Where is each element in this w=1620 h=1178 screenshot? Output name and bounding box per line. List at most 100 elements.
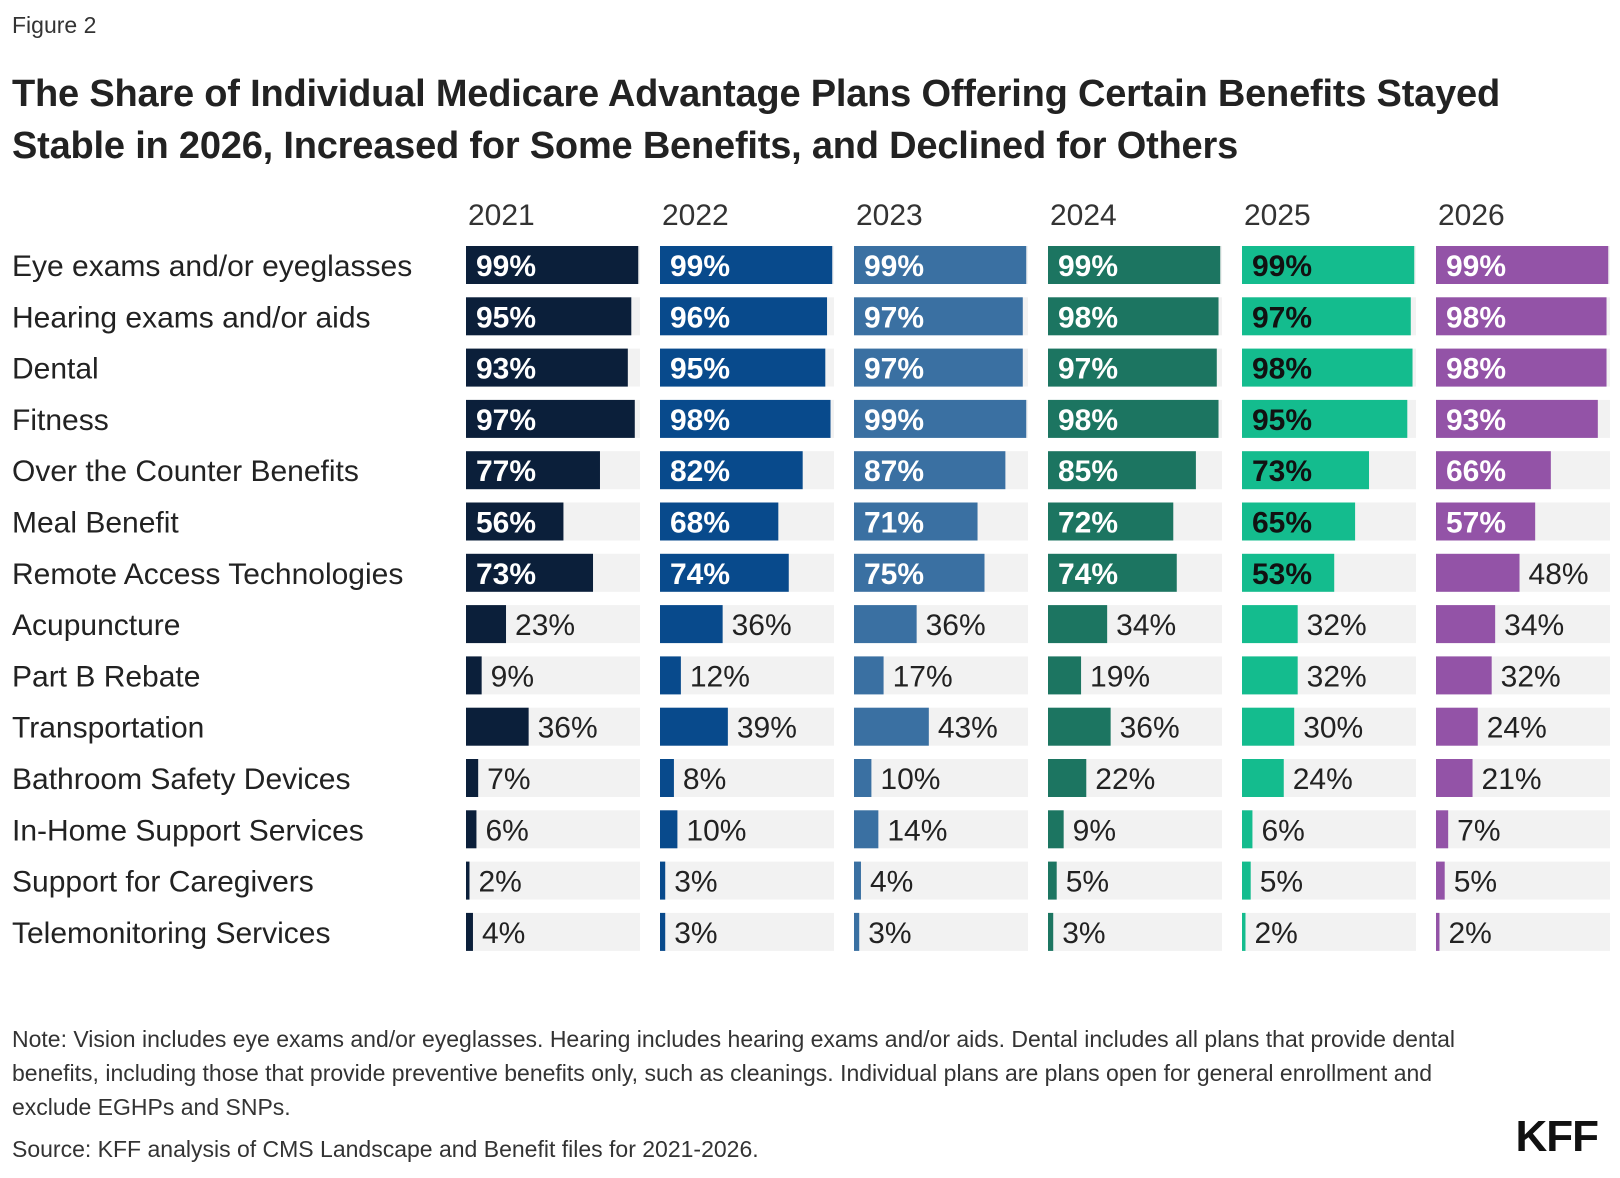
- bar-2026: [1436, 656, 1492, 695]
- data-label: 7%: [1457, 814, 1500, 847]
- bar-2026: [1436, 297, 1607, 336]
- bar-2024: [1048, 297, 1219, 336]
- year-header-2024: 2024: [1050, 199, 1117, 232]
- row-label: Meal Benefit: [12, 507, 179, 540]
- data-label: 74%: [670, 558, 730, 591]
- bar-2025: [1242, 451, 1370, 490]
- data-label: 99%: [1252, 250, 1312, 283]
- data-label: 32%: [1501, 660, 1561, 693]
- data-label: 2%: [1448, 917, 1491, 950]
- data-label: 75%: [864, 558, 924, 591]
- chart-title: The Share of Individual Medicare Advanta…: [12, 73, 1500, 167]
- bar-2024: [1048, 759, 1087, 797]
- data-label: 65%: [1252, 507, 1312, 540]
- bar-2026: [1436, 810, 1449, 849]
- bar-2026: [1436, 348, 1607, 387]
- data-label: 53%: [1252, 558, 1312, 591]
- bar-2025: [1242, 707, 1295, 746]
- data-label: 93%: [1446, 404, 1506, 437]
- bar-2026: [1436, 912, 1440, 951]
- data-label: 73%: [1252, 455, 1312, 488]
- figure-label: Figure 2: [12, 12, 97, 38]
- data-label: 17%: [893, 660, 953, 693]
- bar-2021: [466, 759, 479, 797]
- data-label: 48%: [1529, 558, 1589, 591]
- bar-2026: [1436, 605, 1496, 644]
- chart-note: Note: Vision includes eye exams and/or e…: [12, 1026, 1456, 1120]
- year-header-2025: 2025: [1244, 199, 1311, 232]
- data-label: 96%: [670, 301, 730, 334]
- row-label: Bathroom Safety Devices: [12, 763, 350, 796]
- bar-2021: [466, 553, 594, 592]
- year-header-2022: 2022: [662, 199, 729, 232]
- data-label: 99%: [864, 250, 924, 283]
- data-label: 5%: [1454, 866, 1497, 899]
- data-label: 32%: [1307, 660, 1367, 693]
- bar-2023: [854, 246, 1027, 284]
- bar-2023: [854, 707, 929, 746]
- bar-2024: [1048, 451, 1196, 490]
- row-label: Part B Rebate: [12, 660, 200, 693]
- bar-2022: [660, 810, 678, 849]
- data-label: 68%: [670, 507, 730, 540]
- bar-2023: [854, 861, 861, 900]
- data-label: 10%: [880, 763, 940, 796]
- data-label: 85%: [1058, 455, 1118, 488]
- data-label: 98%: [1252, 353, 1312, 386]
- bar-track: [1436, 861, 1610, 900]
- bar-2021: [466, 502, 564, 541]
- bar-2022: [660, 297, 828, 336]
- data-label: 82%: [670, 455, 730, 488]
- bar-2026: [1436, 759, 1473, 797]
- data-label: 98%: [670, 404, 730, 437]
- chart-source: Source: KFF analysis of CMS Landscape an…: [12, 1136, 759, 1162]
- data-label: 57%: [1446, 507, 1506, 540]
- bar-2025: [1242, 605, 1298, 644]
- bar-track: [660, 759, 834, 797]
- data-label: 6%: [485, 814, 528, 847]
- data-label: 22%: [1095, 763, 1155, 796]
- bar-track: [1048, 861, 1222, 900]
- data-label: 19%: [1090, 660, 1150, 693]
- data-label: 98%: [1446, 353, 1506, 386]
- row-label: Telemonitoring Services: [12, 917, 330, 950]
- bar-2023: [854, 553, 985, 592]
- bar-track: [466, 759, 640, 797]
- bar-2023: [854, 605, 917, 644]
- bar-2021: [466, 861, 470, 900]
- bar-2025: [1242, 553, 1335, 592]
- benefits-bar-chart: 2021 2022 2023 2024 2025 2026 Eye exams and/or…: [12, 199, 1610, 951]
- bar-track: [466, 810, 640, 849]
- bar-2024: [1048, 553, 1177, 592]
- bar-2025: [1242, 656, 1298, 695]
- bar-track: [1048, 912, 1222, 951]
- row-label: Eye exams and/or eyeglasses: [12, 250, 412, 283]
- bar-2021: [466, 707, 529, 746]
- data-label: 34%: [1116, 609, 1176, 642]
- bar-2026: [1436, 502, 1536, 541]
- bar-2022: [660, 553, 789, 592]
- bar-2022: [660, 759, 674, 797]
- bar-2024: [1048, 399, 1219, 438]
- data-label: 95%: [1252, 404, 1312, 437]
- bar-2022: [660, 861, 666, 900]
- bar-2023: [854, 810, 879, 849]
- bar-2022: [660, 656, 681, 695]
- data-label: 43%: [938, 712, 998, 745]
- bar-2022: [660, 348, 826, 387]
- bar-2023: [854, 502, 978, 541]
- bar-track: [1048, 810, 1222, 849]
- data-label: 3%: [674, 866, 717, 899]
- bar-2024: [1048, 861, 1057, 900]
- row-label: In-Home Support Services: [12, 814, 364, 847]
- bar-track: [1436, 912, 1610, 951]
- bar-track: [1242, 861, 1416, 900]
- row-label: Fitness: [12, 404, 109, 437]
- bar-2021: [466, 605, 507, 644]
- row-label: Acupuncture: [12, 609, 180, 642]
- bar-track: [466, 656, 640, 695]
- data-label: 9%: [1073, 814, 1116, 847]
- bar-2024: [1048, 502, 1174, 541]
- data-label: 98%: [1446, 301, 1506, 334]
- bar-2025: [1242, 348, 1413, 387]
